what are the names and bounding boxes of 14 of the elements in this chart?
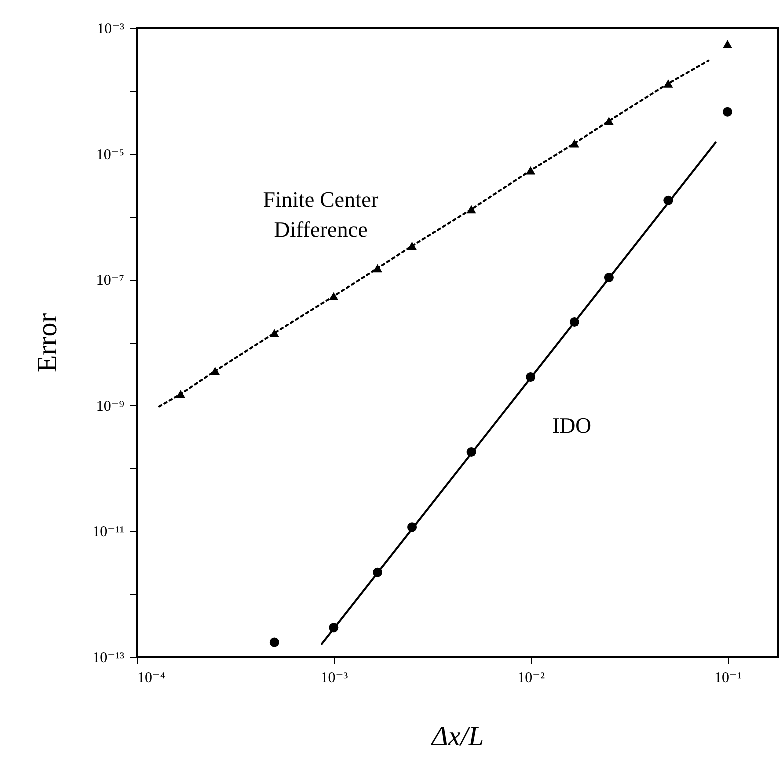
x-tick-label: 10⁻³ bbox=[320, 670, 349, 686]
x-tick-label: 10⁻¹ bbox=[714, 670, 742, 686]
y-tick-label: 10⁻⁹ bbox=[96, 398, 124, 415]
y-tick-label: 10⁻¹¹ bbox=[92, 524, 124, 541]
x-tick-label: 10⁻² bbox=[518, 670, 546, 686]
y-tick-label: 10⁻³ bbox=[97, 22, 125, 38]
x-tick-label: 10⁻⁴ bbox=[138, 670, 166, 686]
annotation: Finite Center Difference bbox=[263, 187, 380, 242]
y-tick-label: 10⁻¹³ bbox=[92, 650, 125, 666]
annotation: IDO bbox=[552, 413, 592, 438]
y-axis-title: Error bbox=[32, 312, 64, 373]
x-axis-title: Δx/L bbox=[430, 722, 484, 752]
y-tick-label: 10⁻⁵ bbox=[96, 147, 124, 164]
y-tick-label: 10⁻⁷ bbox=[96, 273, 124, 290]
